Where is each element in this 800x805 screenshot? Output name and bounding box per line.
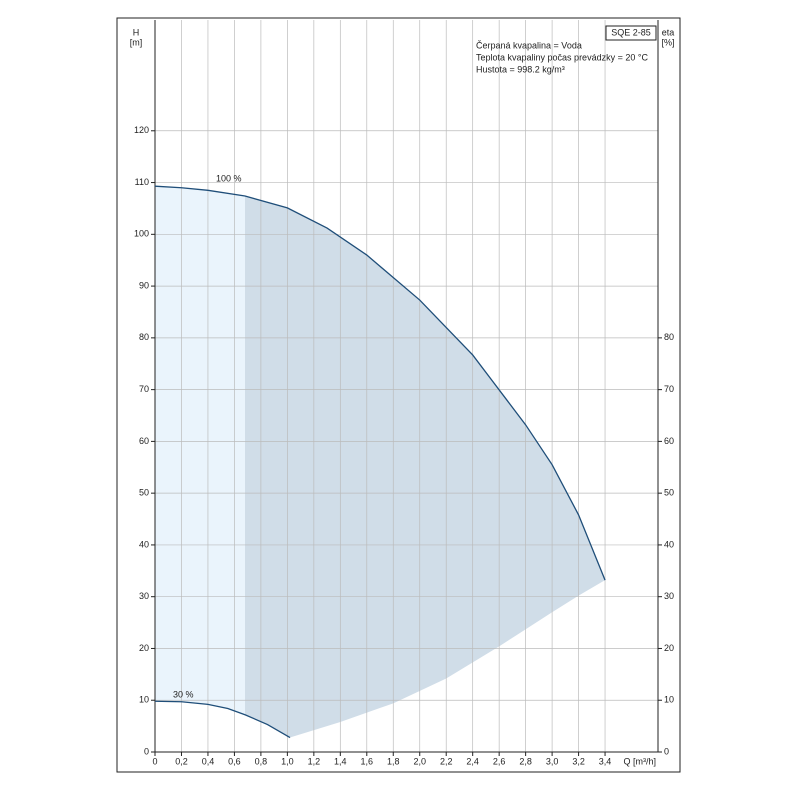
y-label: H — [133, 27, 140, 37]
y2-label: eta — [662, 27, 675, 37]
x-tick-label: 1,8 — [387, 756, 400, 766]
y-tick-label: 100 — [134, 229, 149, 239]
x-tick-label: 1,6 — [361, 756, 374, 766]
y2-tick-label: 50 — [664, 488, 674, 498]
x-tick-label: 0,2 — [175, 756, 188, 766]
y2-tick-label: 70 — [664, 384, 674, 394]
x-tick-label: 1,4 — [334, 756, 347, 766]
y-tick-label: 40 — [139, 539, 149, 549]
x-label: Q [m³/h] — [624, 756, 657, 766]
y-tick-label: 70 — [139, 384, 149, 394]
x-tick-label: 2,8 — [519, 756, 532, 766]
y-tick-label: 30 — [139, 591, 149, 601]
x-tick-label: 3,0 — [546, 756, 559, 766]
y-tick-label: 110 — [135, 177, 149, 187]
y-tick-label: 50 — [139, 488, 149, 498]
y2-tick-label: 20 — [664, 643, 674, 653]
curve-label: 100 % — [216, 174, 242, 184]
x-tick-label: 2,2 — [440, 756, 453, 766]
y-tick-label: 20 — [139, 643, 149, 653]
plot — [154, 20, 658, 753]
x-tick-label: 3,4 — [599, 756, 612, 766]
curve — [154, 700, 291, 739]
x-tick-label: 2,6 — [493, 756, 506, 766]
y-tick-label: 10 — [139, 695, 149, 705]
model: SQE 2-85 — [611, 27, 651, 37]
x-tick-label: 0,6 — [228, 756, 241, 766]
x-tick-label: 0,8 — [255, 756, 268, 766]
y2-tick-label: 80 — [664, 332, 674, 342]
y-tick-label: 90 — [139, 280, 149, 290]
y2-tick-label: 60 — [664, 436, 674, 446]
x-tick-label: 2,4 — [466, 756, 479, 766]
y-tick-label: 0 — [144, 746, 149, 756]
curve-label: 30 % — [173, 690, 194, 700]
y2-tick-label: 0 — [664, 746, 669, 756]
shade-light — [155, 186, 246, 715]
y2-label: [%] — [661, 37, 674, 47]
y2-tick-label: 10 — [664, 695, 674, 705]
curve — [154, 185, 606, 581]
y-tick-label: 120 — [134, 125, 149, 135]
y2-tick-label: 30 — [664, 591, 674, 601]
x-tick-label: 1,0 — [281, 756, 294, 766]
info: Teplota kvapaliny počas prevádzky = 20 °… — [476, 52, 648, 62]
x-tick-label: 0,4 — [202, 756, 215, 766]
x-tick-label: 1,2 — [308, 756, 321, 766]
frame — [116, 17, 681, 773]
info: Hustota = 998.2 kg/m³ — [476, 64, 565, 74]
x-tick-label: 0 — [152, 756, 157, 766]
model-box — [605, 25, 657, 41]
shade-dark — [245, 196, 606, 738]
x-tick-label: 2,0 — [413, 756, 426, 766]
x-tick-label: 3,2 — [572, 756, 585, 766]
y-tick-label: 80 — [139, 332, 149, 342]
y-tick-label: 60 — [139, 436, 149, 446]
y2-tick-label: 40 — [664, 539, 674, 549]
info: Čerpaná kvapalina = Voda — [476, 40, 582, 50]
y-label: [m] — [130, 37, 143, 47]
